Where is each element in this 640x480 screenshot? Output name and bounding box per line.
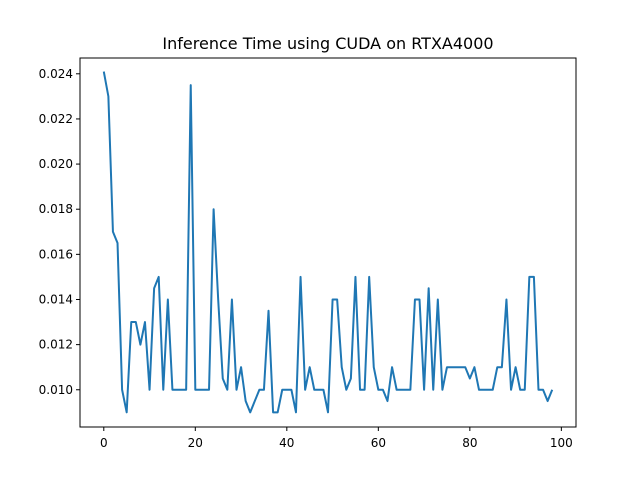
- y-tick-label: 0.022: [39, 112, 73, 126]
- x-tick-label: 0: [100, 436, 108, 450]
- y-tick-label: 0.012: [39, 338, 73, 352]
- x-tick-label: 80: [462, 436, 477, 450]
- y-tick-label: 0.010: [39, 383, 73, 397]
- x-tick-label: 100: [550, 436, 573, 450]
- y-tick-label: 0.014: [39, 292, 73, 306]
- series-line: [102, 71, 554, 414]
- y-tick-label: 0.020: [39, 157, 73, 171]
- x-tick-label: 60: [371, 436, 386, 450]
- y-tick-label: 0.024: [39, 67, 73, 81]
- x-tick-label: 20: [188, 436, 203, 450]
- x-tick-label: 40: [279, 436, 294, 450]
- chart-title: Inference Time using CUDA on RTXA4000: [162, 34, 493, 53]
- x-axis: 0 20 40 60 80 100: [100, 427, 573, 450]
- y-axis: 0.010 0.012 0.014 0.016 0.018 0.020 0.022 0.024: [39, 67, 80, 397]
- y-tick-label: 0.016: [39, 247, 73, 261]
- plot-frame: [79, 57, 577, 428]
- y-tick-label: 0.018: [39, 202, 73, 216]
